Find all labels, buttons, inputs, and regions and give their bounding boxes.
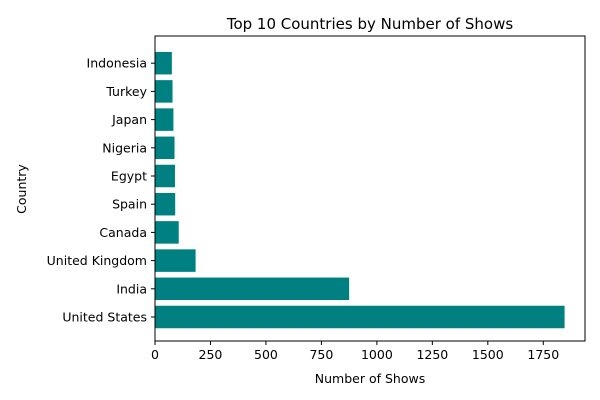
bar-spain — [155, 192, 176, 216]
plot-frame — [154, 35, 586, 342]
bars-group — [155, 51, 565, 329]
y-tick-label: Indonesia — [87, 56, 147, 71]
bar-nigeria — [155, 136, 175, 160]
x-tick-label: 250 — [199, 347, 223, 362]
bar-india — [155, 277, 350, 301]
y-tick-label: Turkey — [105, 84, 147, 99]
bar-united-states — [155, 305, 565, 329]
bar-japan — [155, 108, 174, 131]
y-tick-label: United States — [62, 310, 147, 325]
bar-egypt — [155, 164, 175, 188]
y-axis-label: Country — [14, 164, 29, 214]
chart-title: Top 10 Countries by Number of Shows — [226, 15, 514, 33]
y-tick-label: Canada — [99, 225, 147, 240]
y-tick-label: India — [116, 281, 147, 296]
y-tick-label: Japan — [111, 112, 147, 127]
bar-indonesia — [155, 51, 172, 75]
x-axis-label: Number of Shows — [315, 371, 425, 386]
y-tick-label: United Kingdom — [47, 253, 147, 268]
x-tick-label: 1000 — [361, 347, 393, 362]
y-tick-label: Spain — [112, 197, 147, 212]
x-tick-label: 1500 — [472, 347, 504, 362]
x-tick-label: 750 — [309, 347, 333, 362]
y-axis-ticks: United States India United Kingdom Canada Sp… — [47, 56, 155, 325]
bar-turkey — [155, 80, 173, 103]
x-axis-ticks: 0 250 500 750 1000 1250 1500 1750 — [151, 341, 559, 362]
x-tick-label: 0 — [151, 347, 159, 362]
y-tick-label: Nigeria — [102, 140, 147, 155]
x-tick-label: 1250 — [416, 347, 448, 362]
bar-united-kingdom — [155, 249, 196, 272]
x-tick-label: 1750 — [527, 347, 559, 362]
x-tick-label: 500 — [254, 347, 278, 362]
y-tick-label: Egypt — [111, 169, 147, 184]
bar-canada — [155, 221, 179, 244]
